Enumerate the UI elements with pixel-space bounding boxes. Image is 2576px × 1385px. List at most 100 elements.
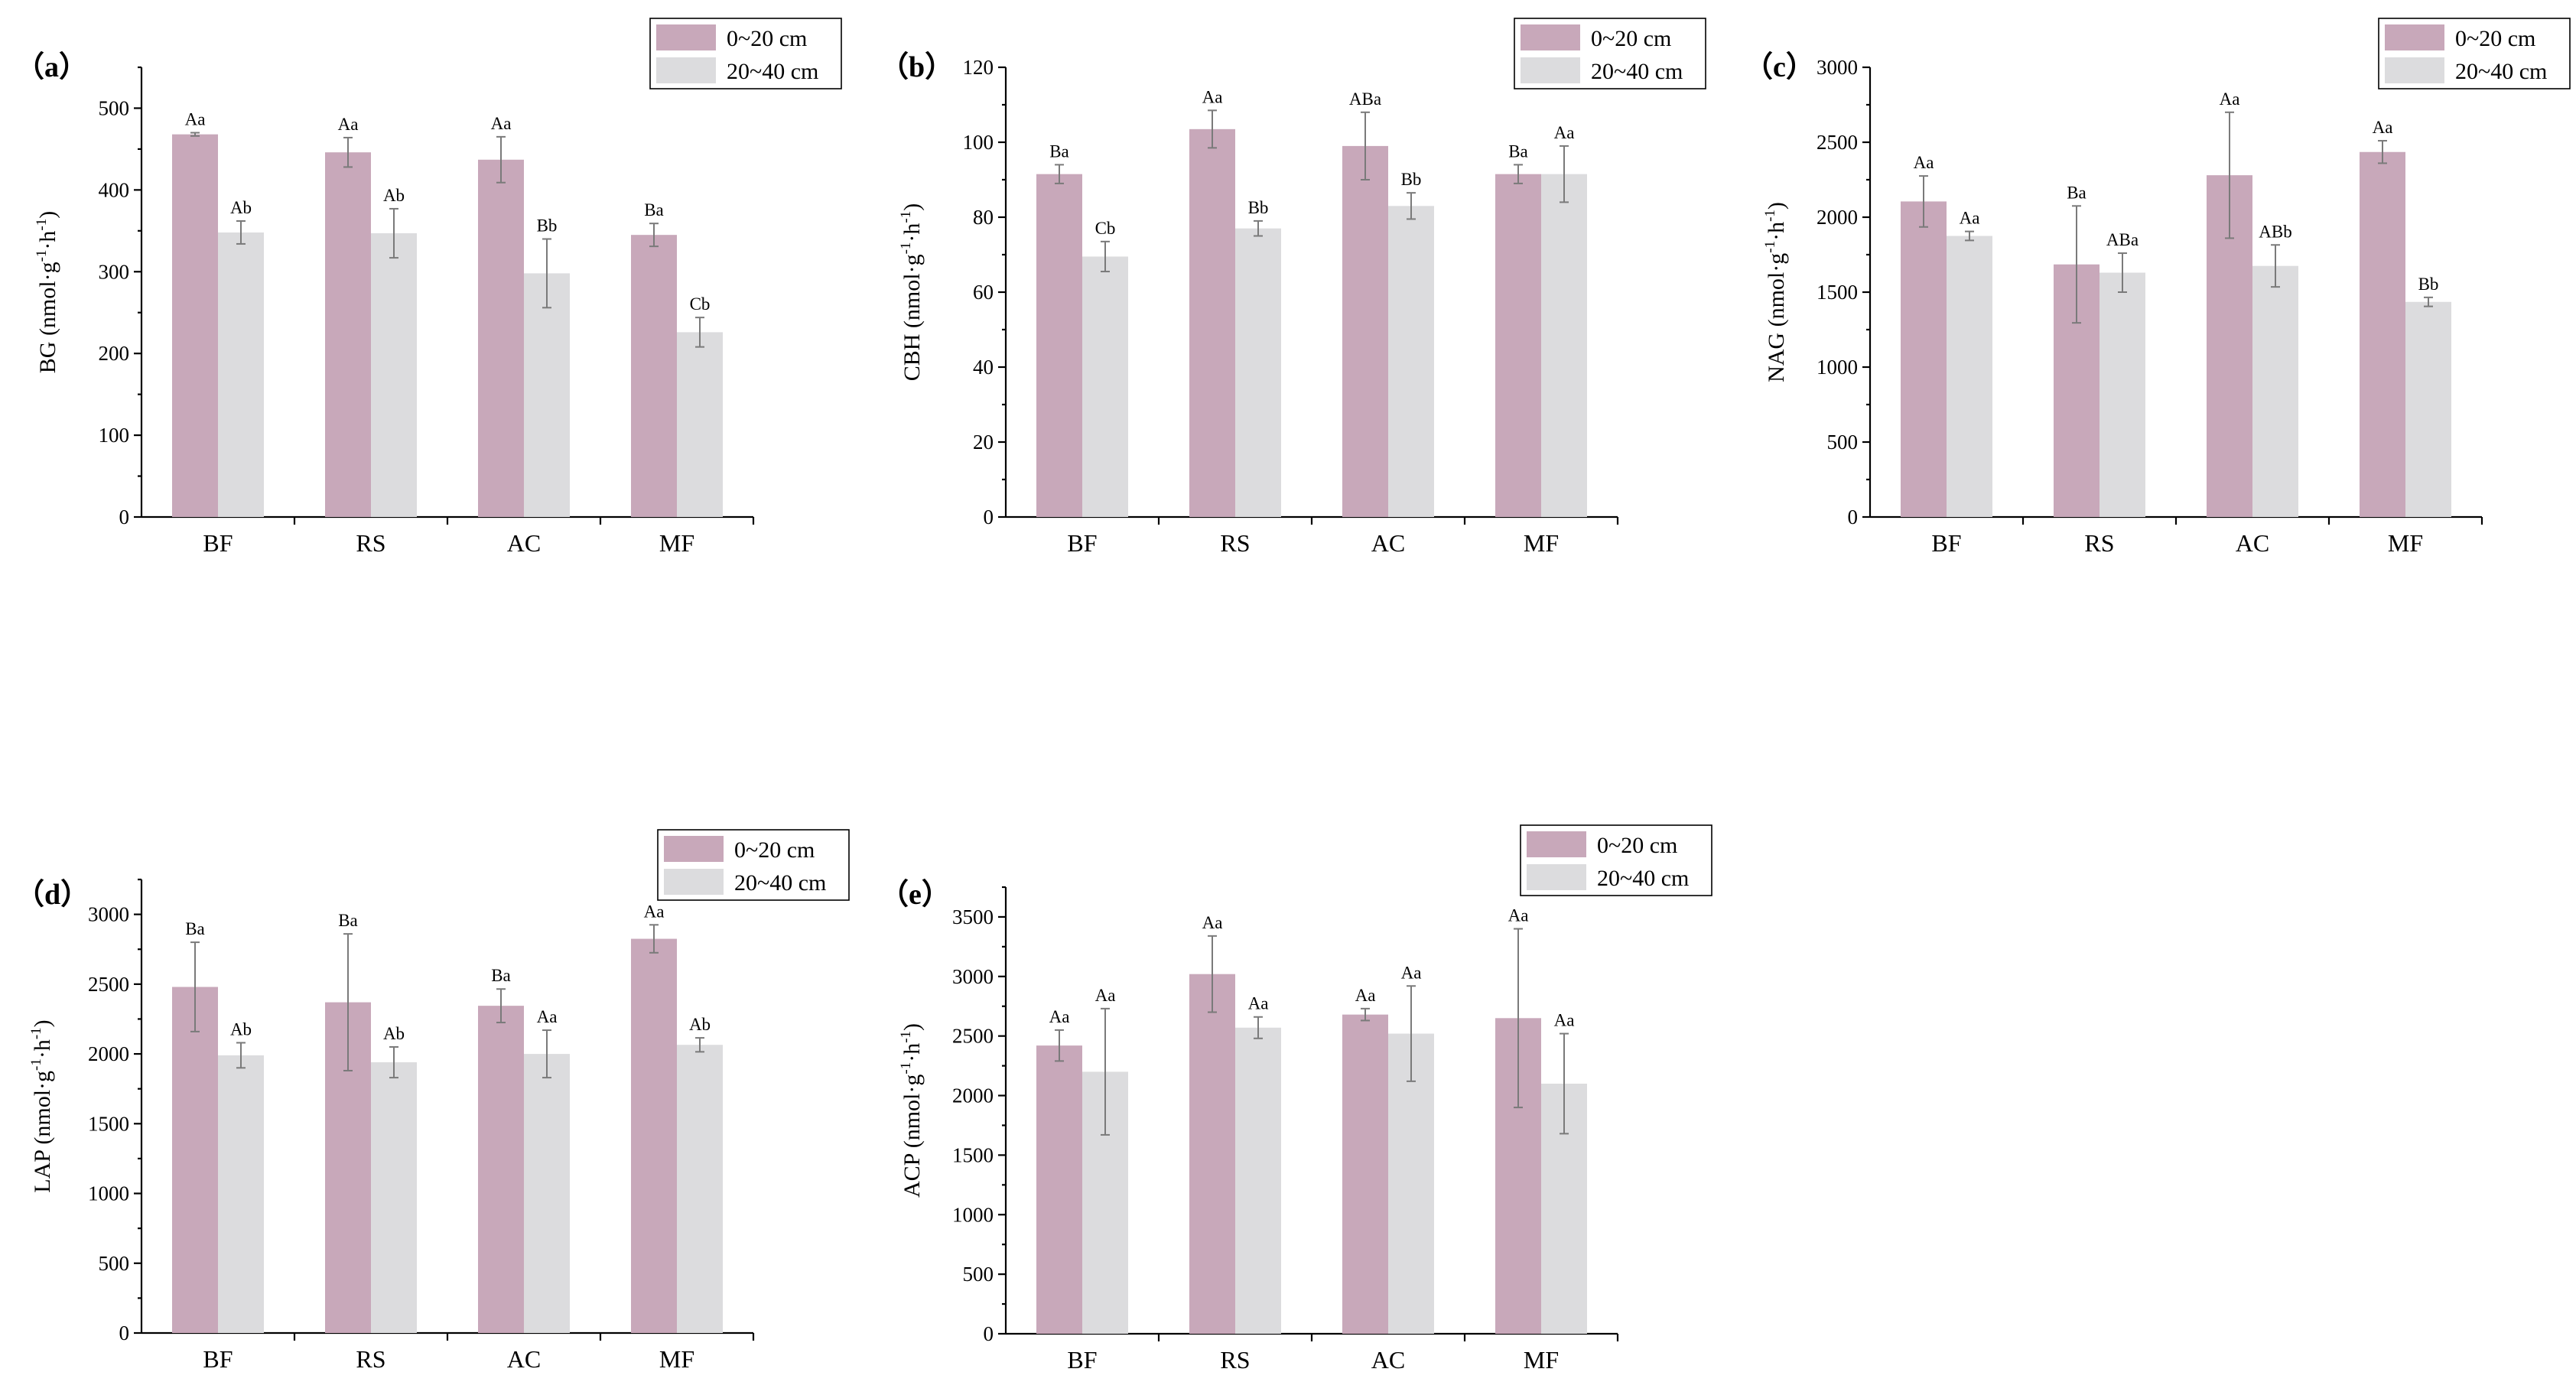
y-tick-label: 2000 bbox=[88, 1042, 129, 1065]
bar-0-20cm-mf bbox=[2360, 151, 2405, 518]
bar-20-40cm-mf bbox=[677, 1045, 723, 1333]
x-category-label: RS bbox=[2084, 529, 2114, 557]
y-tick-label: 0 bbox=[984, 506, 994, 528]
legend-swatch bbox=[1527, 831, 1586, 857]
y-tick-label: 1500 bbox=[1817, 281, 1858, 304]
significance-label: Aa bbox=[1095, 986, 1116, 1005]
chart-panel-b: （b）CBH (nmol·g-1·h-1)020406080100120BFBa… bbox=[880, 18, 1706, 557]
panel-label: （a） bbox=[15, 51, 88, 83]
significance-label: Cb bbox=[690, 294, 711, 314]
y-axis-title-tail: ·h bbox=[35, 231, 60, 250]
bar-20-40cm-rs bbox=[1235, 228, 1281, 517]
legend-label: 0~20 cm bbox=[734, 837, 815, 863]
significance-label: Bb bbox=[2418, 275, 2439, 294]
significance-label: Aa bbox=[2373, 118, 2393, 137]
significance-label: Aa bbox=[1914, 153, 1934, 172]
x-category-label: MF bbox=[2388, 529, 2423, 557]
y-tick-label: 1000 bbox=[952, 1203, 994, 1226]
bar-0-20cm-ac bbox=[478, 1006, 524, 1333]
significance-label: Aa bbox=[1202, 87, 1223, 106]
legend-swatch bbox=[1521, 57, 1580, 83]
bar-20-40cm-mf bbox=[1541, 174, 1587, 517]
y-axis-title-main: ACP (nmol·g bbox=[899, 1075, 925, 1198]
bar-20-40cm-rs bbox=[1235, 1027, 1281, 1334]
legend-label: 20~40 cm bbox=[727, 59, 818, 84]
legend-swatch bbox=[656, 24, 716, 50]
legend-swatch bbox=[664, 869, 724, 895]
y-axis-title: CBH (nmol·g-1·h-1) bbox=[898, 203, 925, 382]
y-tick-label: 200 bbox=[99, 342, 130, 365]
x-category-label: MF bbox=[659, 529, 694, 557]
y-axis-title-sup: -1 bbox=[28, 1058, 44, 1071]
bar-0-20cm-ac bbox=[1342, 1014, 1388, 1334]
legend-label: 20~40 cm bbox=[2455, 59, 2547, 84]
y-axis-title: ACP (nmol·g-1·h-1) bbox=[898, 1023, 925, 1198]
y-tick-label: 0 bbox=[119, 1322, 130, 1344]
significance-label: Aa bbox=[1355, 986, 1376, 1005]
legend: 0~20 cm 20~40 cm bbox=[1514, 18, 1706, 89]
y-axis-title: LAP (nmol·g-1·h-1) bbox=[28, 1019, 55, 1192]
bar-20-40cm-rs bbox=[371, 1062, 417, 1333]
significance-label: Ba bbox=[1508, 141, 1528, 161]
x-category-label: BF bbox=[1067, 1346, 1097, 1374]
bar-20-40cm-ac bbox=[1388, 1033, 1434, 1334]
y-axis-title-sup: -1 bbox=[28, 1027, 44, 1039]
bar-0-20cm-rs bbox=[1189, 128, 1235, 517]
y-axis-title-sup: -1 bbox=[898, 1031, 914, 1043]
significance-label: Bb bbox=[1248, 198, 1269, 217]
bar-0-20cm-rs bbox=[325, 152, 371, 517]
y-tick-label: 100 bbox=[963, 131, 994, 154]
bar-0-20cm-mf bbox=[1495, 174, 1541, 517]
legend-label: 20~40 cm bbox=[734, 870, 826, 896]
bar-20-40cm-mf bbox=[677, 332, 723, 517]
bar-0-20cm-bf bbox=[172, 134, 218, 517]
legend-label: 20~40 cm bbox=[1591, 59, 1683, 84]
y-tick-label: 300 bbox=[99, 260, 130, 283]
y-axis-title-close: ) bbox=[899, 1023, 925, 1031]
y-tick-label: 60 bbox=[973, 281, 994, 304]
y-axis-title-sup: -1 bbox=[34, 219, 50, 231]
legend: 0~20 cm 20~40 cm bbox=[657, 829, 850, 901]
y-tick-label: 0 bbox=[984, 1322, 994, 1345]
y-tick-label: 0 bbox=[1848, 506, 1859, 528]
bar-20-40cm-bf bbox=[218, 1055, 264, 1333]
bar-20-40cm-bf bbox=[218, 232, 264, 517]
bar-0-20cm-bf bbox=[1901, 201, 1947, 517]
significance-label: Aa bbox=[1202, 913, 1223, 932]
x-category-label: BF bbox=[1067, 529, 1097, 557]
y-tick-label: 1500 bbox=[952, 1143, 994, 1166]
significance-label: Cb bbox=[1095, 219, 1116, 238]
legend-label: 20~40 cm bbox=[1597, 866, 1689, 891]
x-category-label: RS bbox=[1220, 1346, 1250, 1374]
y-tick-label: 500 bbox=[1827, 431, 1859, 454]
significance-label: Aa bbox=[2220, 89, 2240, 109]
y-tick-label: 3500 bbox=[952, 905, 994, 928]
bar-0-20cm-rs bbox=[1189, 974, 1235, 1334]
panel-label: （c） bbox=[1744, 51, 1815, 83]
y-tick-label: 3000 bbox=[1817, 56, 1858, 79]
legend-label: 0~20 cm bbox=[1597, 833, 1677, 858]
y-axis-title-sup: -1 bbox=[898, 242, 914, 255]
y-tick-label: 2500 bbox=[952, 1025, 994, 1048]
significance-label: Aa bbox=[1960, 209, 1980, 228]
bar-0-20cm-ac bbox=[1342, 145, 1388, 517]
y-tick-label: 120 bbox=[963, 56, 994, 79]
significance-label: Ab bbox=[383, 186, 405, 205]
bar-20-40cm-bf bbox=[1082, 256, 1128, 517]
significance-label: Ba bbox=[644, 200, 664, 219]
legend-swatch bbox=[1527, 864, 1586, 890]
significance-label: Ab bbox=[689, 1015, 711, 1034]
x-category-label: MF bbox=[1524, 529, 1559, 557]
y-axis-title-main: LAP (nmol·g bbox=[30, 1071, 55, 1193]
x-category-label: RS bbox=[1220, 529, 1250, 557]
x-category-label: BF bbox=[1931, 529, 1961, 557]
legend-label: 0~20 cm bbox=[727, 26, 807, 51]
y-tick-label: 500 bbox=[99, 1252, 130, 1275]
y-tick-label: 1000 bbox=[88, 1182, 129, 1205]
bar-20-40cm-ac bbox=[2252, 265, 2298, 517]
x-category-label: AC bbox=[2236, 529, 2269, 557]
y-tick-label: 20 bbox=[973, 431, 994, 454]
y-tick-label: 2500 bbox=[1817, 131, 1858, 154]
significance-label: Aa bbox=[1554, 1011, 1575, 1030]
legend-swatch bbox=[2385, 57, 2444, 83]
